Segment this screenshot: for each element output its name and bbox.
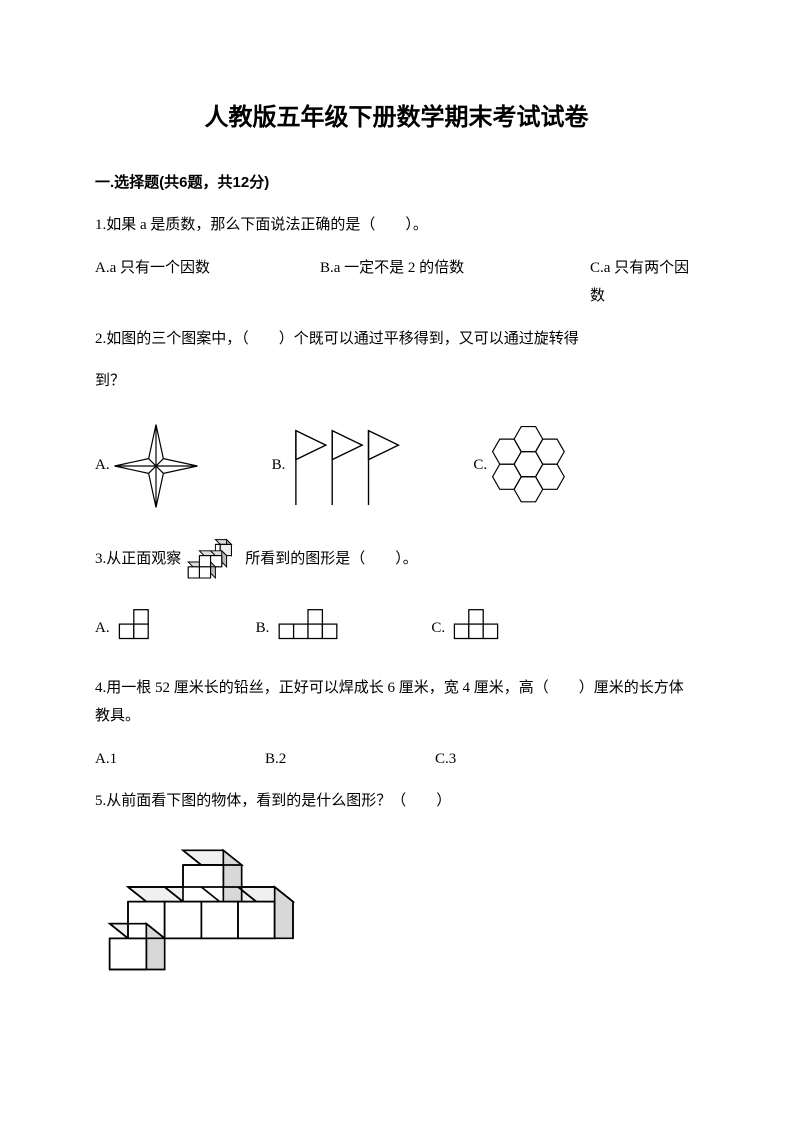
q1-options: A.a 只有一个因数 B.a 一定不是 2 的倍数 C.a 只有两个因数 (95, 254, 698, 311)
q2-optA: A. (95, 420, 202, 512)
q2-optC-label: C. (473, 451, 487, 480)
q2-optC: C. (473, 423, 577, 509)
q5-figure (95, 844, 698, 974)
cuboid-blocks-icon (95, 844, 315, 974)
cubes-icon (185, 538, 241, 582)
q4-text: 4.用一根 52 厘米长的铅丝，正好可以焊成长 6 厘米，宽 4 厘米，高（ ）… (95, 674, 698, 731)
q4-optB: B.2 (265, 745, 435, 774)
section-header: 一.选择题(共6题，共12分) (95, 169, 698, 198)
q3-options: A. B. C. (95, 604, 698, 646)
shape-b-icon (275, 607, 341, 643)
q2-text-a: 2.如图的三个图案中，（ ）个既可以通过平移得到，又可以通过旋转得 (95, 325, 698, 354)
q3-text-pre: 3.从正面观察 (95, 545, 181, 574)
q3-text-post: 所看到的图形是（ ）。 (245, 545, 418, 574)
flags-icon (285, 423, 403, 509)
q4-optA: A.1 (95, 745, 265, 774)
q1-optB: B.a 一定不是 2 的倍数 (320, 254, 590, 311)
q1-optC: C.a 只有两个因数 (590, 254, 698, 311)
star-icon (110, 420, 202, 512)
page-title: 人教版五年级下册数学期末考试试卷 (95, 95, 698, 141)
shape-a-icon (116, 607, 166, 643)
q3-optA-label: A. (95, 614, 110, 643)
q2-optB-label: B. (272, 451, 286, 480)
q2-text-b: 到？ (95, 367, 698, 396)
hexagons-icon (487, 423, 577, 509)
q3-optB: B. (256, 607, 342, 643)
q2-optA-label: A. (95, 451, 110, 480)
q3-optB-label: B. (256, 614, 270, 643)
q3-optC-label: C. (431, 614, 445, 643)
shape-c-icon (451, 607, 501, 643)
q1-text: 1.如果 a 是质数，那么下面说法正确的是（ ）。 (95, 211, 698, 240)
q2-optB: B. (272, 423, 404, 509)
q1-optA: A.a 只有一个因数 (95, 254, 320, 311)
q3-text: 3.从正面观察 (95, 538, 698, 582)
q3-optA: A. (95, 607, 166, 643)
q2-options: A. B. C. (95, 420, 698, 512)
q3-optC: C. (431, 607, 501, 643)
q4-options: A.1 B.2 C.3 (95, 745, 698, 774)
q5-text: 5.从前面看下图的物体，看到的是什么图形？（ ） (95, 787, 698, 816)
q4-optC: C.3 (435, 745, 605, 774)
